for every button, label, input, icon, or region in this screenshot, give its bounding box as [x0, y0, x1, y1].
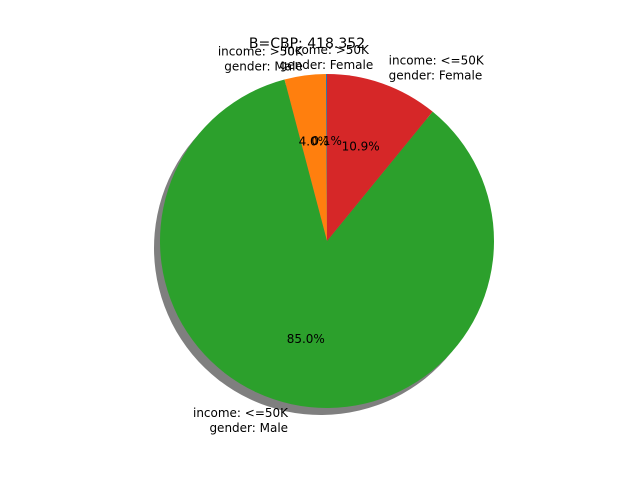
- pie-slice: [160, 79, 494, 409]
- slice-percent-label: 4.0%: [299, 135, 330, 149]
- slice-label: income: <=50K gender: Female: [389, 53, 485, 82]
- slice-percent-label: 10.9%: [342, 140, 380, 154]
- pie-slice: [327, 74, 433, 241]
- slice-label: income: >50K gender: Male: [218, 44, 304, 73]
- chart-title: B=CBP: 418.352: [249, 36, 365, 52]
- pie-wedges: [160, 74, 494, 409]
- slice-percent-label: 85.0%: [287, 332, 325, 346]
- slice-label: income: <=50K gender: Male: [193, 406, 289, 435]
- slice-percent-labels: 0.1%4.0% 85.0% 10.9%: [287, 134, 380, 346]
- pie-slice: [325, 74, 327, 241]
- pie-slice: [284, 74, 327, 241]
- slice-label: income: >50K gender: Female: [280, 43, 374, 72]
- slice-percent-label: 0.1%: [311, 134, 342, 148]
